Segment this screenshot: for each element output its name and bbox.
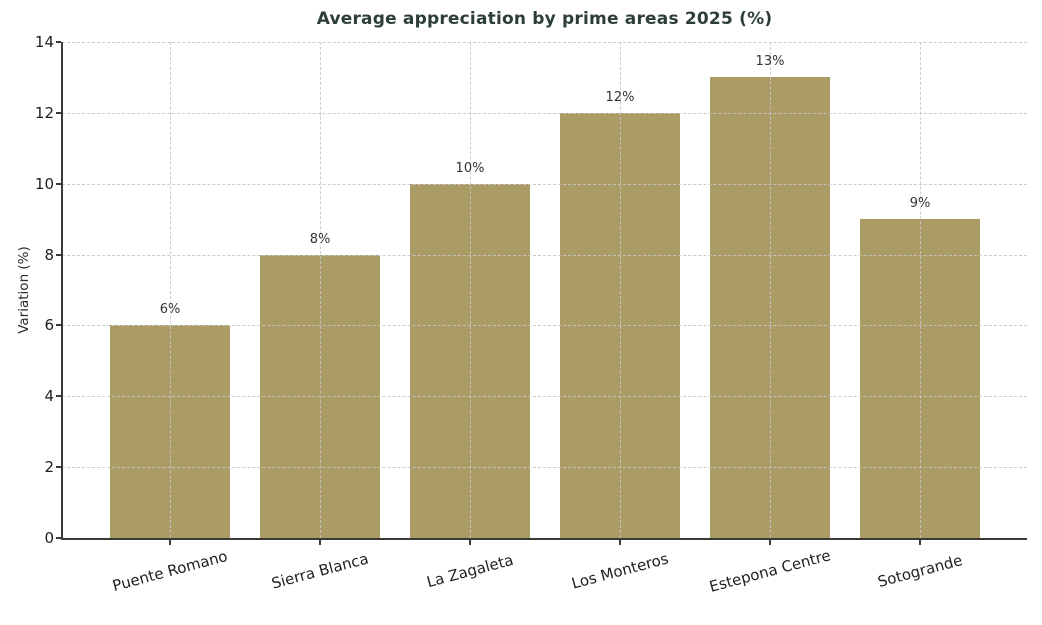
x-tick-mark (919, 540, 921, 545)
y-tick-mark (56, 395, 61, 398)
gridline-vertical (470, 42, 471, 538)
gridline-horizontal (62, 183, 1027, 185)
bar-value-label-sotogrande: 9% (909, 196, 931, 212)
y-tick-mark (56, 537, 61, 539)
x-tick-mark (469, 540, 471, 545)
gridline-horizontal (62, 467, 1027, 469)
gridline-vertical (320, 42, 321, 538)
gridline-vertical (920, 42, 921, 538)
y-tick-label: 6 (44, 316, 54, 335)
y-tick-label: 2 (44, 458, 54, 477)
y-tick-label: 8 (44, 245, 54, 264)
gridline-vertical (770, 42, 771, 538)
gridline-horizontal (62, 325, 1027, 327)
bar-value-label-puente-romano: 6% (159, 302, 181, 318)
y-tick-mark (56, 253, 61, 256)
bar-value-label-estepona-centre: 13% (755, 54, 785, 70)
y-tick-mark (56, 41, 61, 43)
y-tick-mark (56, 324, 61, 327)
gridline-horizontal (62, 254, 1027, 256)
y-tick-label: 10 (34, 174, 54, 193)
bar-value-label-los-monteros: 12% (605, 89, 635, 105)
gridline-vertical (170, 42, 171, 538)
gridline-horizontal (62, 396, 1027, 398)
y-tick-mark (56, 111, 61, 114)
x-tick-mark (169, 540, 171, 545)
gridline-horizontal (62, 42, 1027, 43)
x-axis-spine (61, 538, 1027, 540)
x-tick-mark (319, 540, 321, 545)
bar-value-label-sierra-blanca: 8% (309, 231, 331, 247)
gridline-vertical (620, 42, 621, 538)
x-tick-mark (619, 540, 621, 545)
gridline-horizontal (62, 112, 1027, 114)
y-tick-label: 0 (44, 529, 54, 547)
y-tick-mark (56, 182, 61, 185)
y-tick-label: 12 (34, 103, 54, 122)
y-tick-label: 14 (34, 33, 54, 51)
y-axis-spine (61, 42, 63, 540)
bar-value-label-la-zagaleta: 10% (455, 160, 485, 176)
y-tick-mark (56, 466, 61, 469)
x-tick-mark (769, 540, 771, 545)
y-tick-label: 4 (44, 387, 54, 406)
chart-title: Average appreciation by prime areas 2025… (316, 9, 773, 29)
